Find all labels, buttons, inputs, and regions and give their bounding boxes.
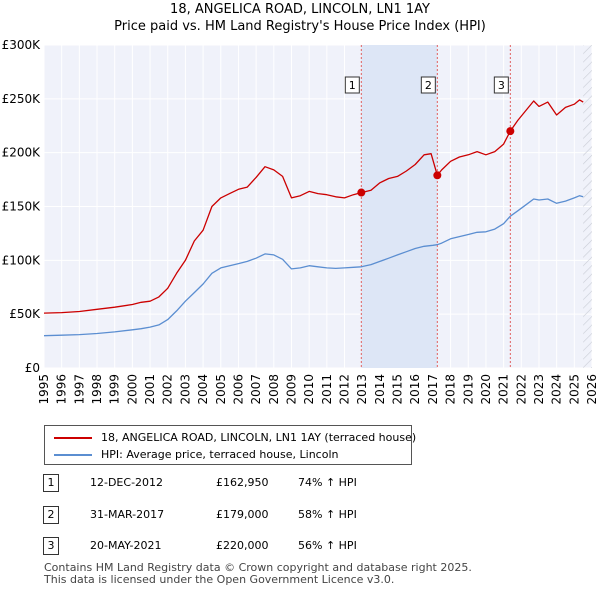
x-tick-label-1997: 1997 <box>72 374 86 405</box>
y-tick-label-0: £0 <box>25 361 40 375</box>
transaction-point-2 <box>433 171 442 180</box>
x-tick-label-2015: 2015 <box>391 374 405 405</box>
x-tick-label-1996: 1996 <box>55 374 69 405</box>
x-tick-label-2005: 2005 <box>214 374 228 405</box>
x-tick-label-2017: 2017 <box>426 374 440 405</box>
x-tick-label-2002: 2002 <box>161 374 175 405</box>
transaction-point-3 <box>506 127 515 136</box>
x-tick-label-2020: 2020 <box>479 374 493 405</box>
legend-item-property: 18, ANGELICA ROAD, LINCOLN, LN1 1AY (ter… <box>45 430 416 446</box>
legend-item-hpi: HPI: Average price, terraced house, Linc… <box>45 447 411 463</box>
x-tick-label-2011: 2011 <box>320 374 334 405</box>
future-hatched-region <box>583 45 592 368</box>
chart-subtitle: Price paid vs. HM Land Registry's House … <box>114 19 486 34</box>
transaction-label-3: 3 <box>498 79 505 92</box>
x-tick-label-2026: 2026 <box>585 374 599 405</box>
transaction-label-box-2 <box>420 76 436 94</box>
x-tick-label-1995: 1995 <box>37 374 51 405</box>
x-tick-label-2007: 2007 <box>249 374 263 405</box>
x-tick-label-2025: 2025 <box>567 374 581 405</box>
x-tick-label-2006: 2006 <box>231 374 245 405</box>
x-tick-label-2014: 2014 <box>373 374 387 405</box>
transaction-price-2: £179,000 <box>216 508 269 521</box>
legend-label-property: 18, ANGELICA ROAD, LINCOLN, LN1 1AY (ter… <box>101 431 417 444</box>
hpi-line <box>43 195 584 337</box>
transaction-row-3: 3 20-MAY-2021 £220,000 56% ↑ HPI <box>0 537 600 557</box>
transaction-marker-1: 1 <box>43 474 59 492</box>
legend-label-hpi: HPI: Average price, terraced house, Linc… <box>101 448 339 461</box>
transaction-label-box-3 <box>493 76 509 94</box>
y-tick-label-50000: £50K <box>9 307 41 321</box>
transaction-label-1: 1 <box>349 79 356 92</box>
legend: 18, ANGELICA ROAD, LINCOLN, LN1 1AY (ter… <box>44 425 416 465</box>
legend-swatch-hpi <box>54 454 92 456</box>
footer-copyright: Contains HM Land Registry data © Crown c… <box>44 561 472 574</box>
footer-licence: This data is licensed under the Open Gov… <box>44 573 395 586</box>
transaction-price-1: £162,950 <box>216 476 269 489</box>
transaction-hpi-1: 74% ↑ HPI <box>298 476 357 489</box>
transaction-row-2: 2 31-MAR-2017 £179,000 58% ↑ HPI <box>0 506 600 526</box>
transaction-row-1: 1 12-DEC-2012 £162,950 74% ↑ HPI <box>0 474 600 494</box>
transaction-date-1: 12-DEC-2012 <box>90 476 164 489</box>
x-tick-label-2018: 2018 <box>444 374 458 405</box>
price-chart: 1 2 3 £0 £50K £100K £150K £200K £250K £300K 1995… <box>2 38 599 405</box>
chart-title: 18, ANGELICA ROAD, LINCOLN, LN1 1AY <box>170 2 430 17</box>
x-tick-label-2019: 2019 <box>461 374 475 405</box>
x-tick-label-2000: 2000 <box>125 374 139 405</box>
x-tick-label-1999: 1999 <box>108 374 122 405</box>
transaction-price-3: £220,000 <box>216 539 269 552</box>
transaction-marker-2: 2 <box>43 506 59 524</box>
legend-swatch-property <box>54 437 92 439</box>
x-tick-label-2016: 2016 <box>408 374 422 405</box>
x-tick-label-2001: 2001 <box>143 374 157 405</box>
y-tick-label-150000: £150K <box>2 200 42 214</box>
x-tick-label-2023: 2023 <box>532 374 546 405</box>
x-tick-label-2012: 2012 <box>338 374 352 405</box>
transaction-point-1 <box>357 188 366 197</box>
transaction-label-box-1 <box>344 76 360 94</box>
x-tick-label-2024: 2024 <box>550 374 564 405</box>
y-tick-label-300000: £300K <box>2 38 42 52</box>
x-tick-label-2008: 2008 <box>267 374 281 405</box>
x-tick-label-1998: 1998 <box>90 374 104 405</box>
transaction-label-2: 2 <box>425 79 432 92</box>
transaction-hpi-3: 56% ↑ HPI <box>298 539 357 552</box>
ownership-shade-1 <box>361 45 438 368</box>
x-tick-label-2009: 2009 <box>284 374 298 405</box>
transaction-date-2: 31-MAR-2017 <box>90 508 165 521</box>
x-tick-label-2003: 2003 <box>178 374 192 405</box>
x-tick-label-2022: 2022 <box>514 374 528 405</box>
x-tick-label-2004: 2004 <box>196 374 210 405</box>
x-tick-label-2013: 2013 <box>355 374 369 405</box>
transaction-date-3: 20-MAY-2021 <box>90 539 162 552</box>
y-tick-label-250000: £250K <box>2 92 42 106</box>
y-tick-label-100000: £100K <box>2 253 42 267</box>
x-tick-label-2010: 2010 <box>302 374 316 405</box>
y-tick-label-200000: £200K <box>2 146 42 160</box>
transaction-marker-3: 3 <box>43 537 59 555</box>
transaction-hpi-2: 58% ↑ HPI <box>298 508 357 521</box>
x-tick-label-2021: 2021 <box>497 374 511 405</box>
